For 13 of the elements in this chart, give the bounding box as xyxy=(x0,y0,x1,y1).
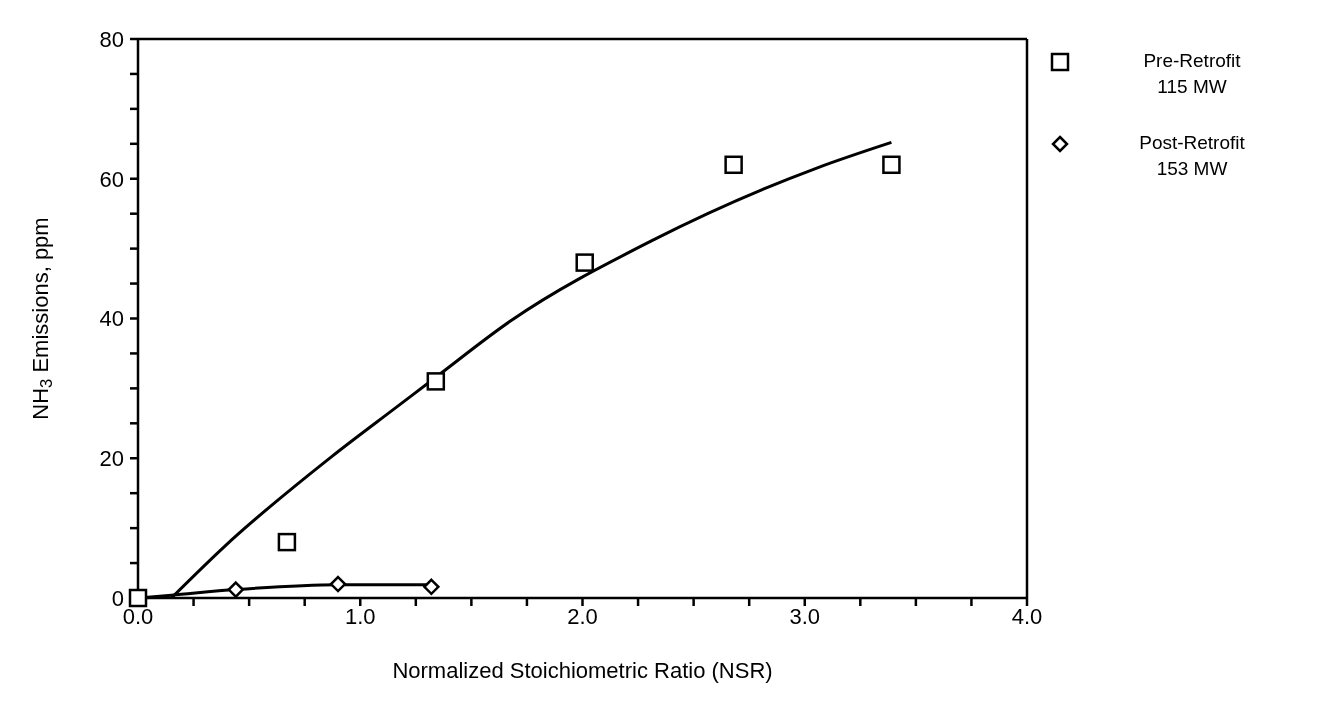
y-tick-label: 40 xyxy=(99,306,124,332)
y-tick-label: 0 xyxy=(111,585,124,611)
y-tick-label: 20 xyxy=(99,446,124,472)
x-tick-label: 0.0 xyxy=(122,603,154,629)
x-tick-label: 4.0 xyxy=(1011,603,1043,629)
y-tick-label: 60 xyxy=(99,166,124,192)
x-tick-label: 2.0 xyxy=(567,603,598,629)
text: Post-Retrofit 153 MW xyxy=(1138,131,1246,181)
x-tick-label: 3.0 xyxy=(789,603,821,629)
y-tick-label: 80 xyxy=(99,26,124,52)
text: Pre-Retrofit 115 MW xyxy=(1142,49,1242,99)
x-tick-label: 1.0 xyxy=(344,603,376,629)
x-axis-title: Normalized Stoichiometric Ratio (NSR) xyxy=(392,658,773,683)
